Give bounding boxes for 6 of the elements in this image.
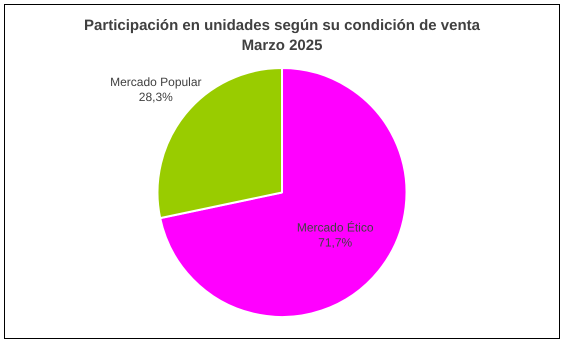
slice-label: Mercado Ético: [296, 220, 374, 234]
chart-subtitle: Marzo 2025: [242, 37, 322, 54]
chart-title: Participación en unidades según su condición de venta: [84, 17, 481, 34]
data-label: 28,3%: [138, 90, 174, 104]
data-label: 71,7%: [318, 235, 353, 250]
slice-label: Mercado Popular: [110, 74, 202, 89]
